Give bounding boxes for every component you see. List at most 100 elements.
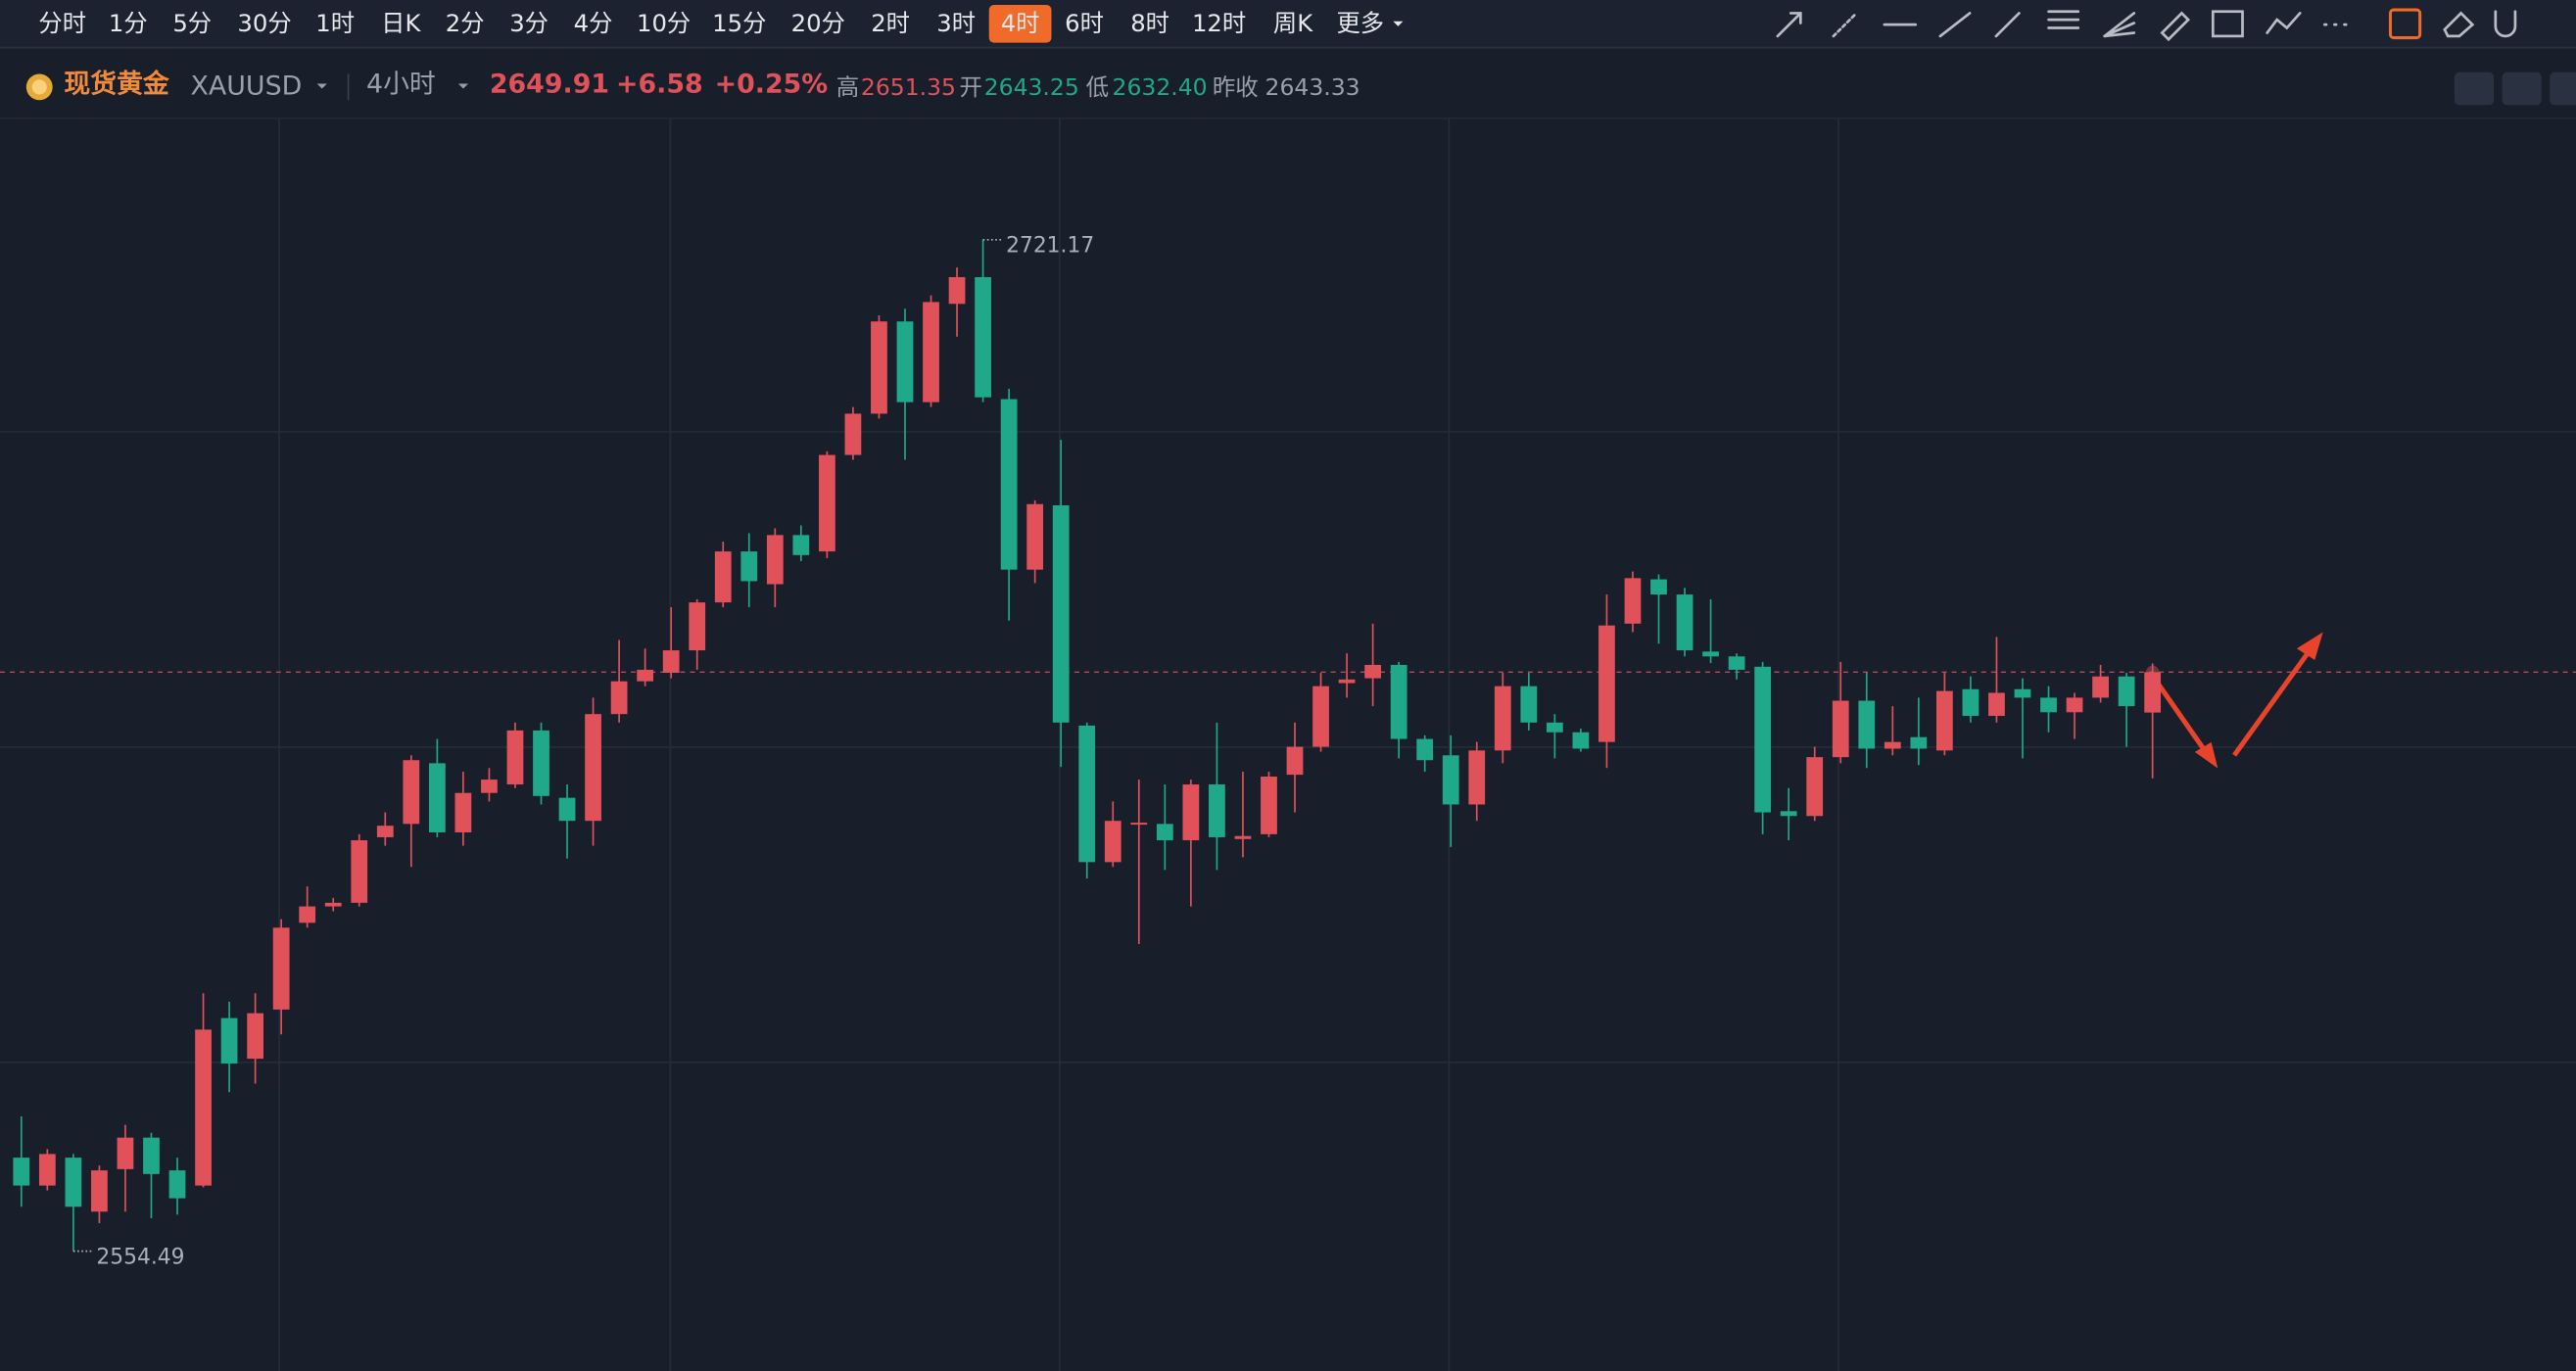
candle-body xyxy=(272,927,290,1010)
change-pct: +0.25% xyxy=(715,70,829,100)
interval-tab[interactable]: 30分 xyxy=(237,9,291,37)
open-value: 2643.25 xyxy=(984,73,1079,101)
interval-tab[interactable]: 15分 xyxy=(712,9,766,37)
candle-body xyxy=(1286,746,1304,776)
candle-body xyxy=(740,551,758,582)
candle-body xyxy=(1520,686,1538,723)
candle-body xyxy=(1078,725,1096,863)
tool-magnet[interactable] xyxy=(2494,10,2517,38)
tool-ray[interactable] xyxy=(1832,12,1858,38)
tool-image[interactable] xyxy=(2211,10,2244,38)
interval-tab[interactable]: 2分 xyxy=(446,9,485,37)
candle-body xyxy=(351,840,368,903)
candle-body xyxy=(1104,821,1121,863)
interval-tab[interactable]: 20分 xyxy=(791,9,845,37)
candle-body xyxy=(168,1170,186,1199)
candle-body xyxy=(1598,625,1615,742)
prev-close-value: 2643.33 xyxy=(1265,73,1360,101)
symbol-code[interactable]: XAUUSD xyxy=(191,71,303,101)
arrowhead xyxy=(2194,741,2218,769)
arrow-down xyxy=(2153,678,2211,757)
candle-body xyxy=(91,1170,108,1212)
candle-body xyxy=(13,1158,30,1186)
interval-tab[interactable]: 4分 xyxy=(574,9,613,37)
interval-tab[interactable]: 1分 xyxy=(109,9,148,37)
candle-body xyxy=(1156,824,1173,841)
candle-body xyxy=(2144,672,2162,713)
last-price-glow xyxy=(2145,665,2160,680)
max-price-label: 2721.17 xyxy=(1006,233,1094,258)
tool-eraser[interactable] xyxy=(2443,11,2475,38)
tool-wave[interactable] xyxy=(2266,12,2302,34)
candle-body xyxy=(1234,835,1252,839)
drawing-tools[interactable] xyxy=(1776,8,2517,42)
interval[interactable]: 4小时 xyxy=(366,70,436,100)
candle-body xyxy=(1702,651,1719,657)
candle-body xyxy=(766,535,784,585)
candle-body xyxy=(1130,823,1148,826)
interval-tab[interactable]: 3时 xyxy=(936,9,976,37)
interval-tab[interactable]: 8时 xyxy=(1130,9,1169,37)
low-label: 低 xyxy=(1086,73,1109,101)
tool-arrow[interactable] xyxy=(1776,12,1802,38)
icon-btn[interactable] xyxy=(2502,71,2542,106)
arrowhead xyxy=(2296,632,2323,661)
icon-btn[interactable] xyxy=(2550,71,2576,106)
tool-segment[interactable] xyxy=(1938,12,1972,38)
tool-fan[interactable] xyxy=(2103,12,2136,38)
arrow-up xyxy=(2232,648,2313,757)
candle-body xyxy=(117,1137,134,1169)
interval-tab[interactable]: 6时 xyxy=(1065,9,1104,37)
tool-pen[interactable] xyxy=(2160,11,2191,42)
dropdown-caret xyxy=(457,83,469,89)
candle-body xyxy=(1000,399,1018,570)
interval-tab[interactable]: 分时 xyxy=(38,9,86,37)
candle-body xyxy=(1026,503,1044,570)
tool-edit[interactable] xyxy=(2388,8,2422,40)
candle-body xyxy=(1988,692,2005,717)
candle-body xyxy=(1754,666,1772,813)
interval-tab[interactable]: 日K xyxy=(381,9,421,37)
candle-body xyxy=(1624,578,1642,624)
tool-fib[interactable] xyxy=(2047,10,2080,29)
interval-tab[interactable]: 10分 xyxy=(637,9,691,37)
interval-tab[interactable]: 1时 xyxy=(315,9,355,37)
candle-body xyxy=(818,454,835,552)
candle-body xyxy=(403,760,420,825)
interval-tab[interactable]: 4时 xyxy=(1001,9,1040,37)
candle-body xyxy=(1052,505,1070,723)
candle-body xyxy=(506,730,524,785)
dropdown-caret xyxy=(316,83,327,89)
candle-body xyxy=(324,902,342,907)
interval-tab[interactable]: 更多 xyxy=(1336,9,1384,37)
grid xyxy=(0,118,2576,1371)
candle-body xyxy=(585,714,601,822)
change: +6.58 xyxy=(616,70,703,100)
candle-body xyxy=(689,602,706,651)
interval-tab[interactable]: 3分 xyxy=(509,9,549,37)
candle-body xyxy=(1442,755,1459,805)
candle-body xyxy=(2066,697,2083,713)
interval-tab[interactable]: 12时 xyxy=(1192,9,1246,37)
icon-btn[interactable] xyxy=(2454,71,2495,106)
candle-body xyxy=(1935,690,1953,751)
interval-tab[interactable]: 2时 xyxy=(871,9,910,37)
candle-body xyxy=(1572,732,1590,749)
candle-body xyxy=(195,1029,212,1186)
candle-body xyxy=(1884,741,1901,749)
candle-body xyxy=(247,1013,264,1060)
more-caret xyxy=(1393,21,1404,26)
candle-body xyxy=(1182,784,1200,841)
interval-tab[interactable]: 周K xyxy=(1273,9,1313,37)
candle-body xyxy=(65,1158,82,1207)
candle-body xyxy=(2092,676,2109,698)
candle-body xyxy=(1390,664,1407,739)
candle-body xyxy=(2040,697,2057,713)
last-price: 2649.91 xyxy=(490,70,609,100)
candle-body xyxy=(1910,736,1928,749)
header-icons[interactable] xyxy=(2454,71,2576,106)
tool-line[interactable] xyxy=(1994,12,2021,38)
interval-tab[interactable]: 5分 xyxy=(172,9,212,37)
